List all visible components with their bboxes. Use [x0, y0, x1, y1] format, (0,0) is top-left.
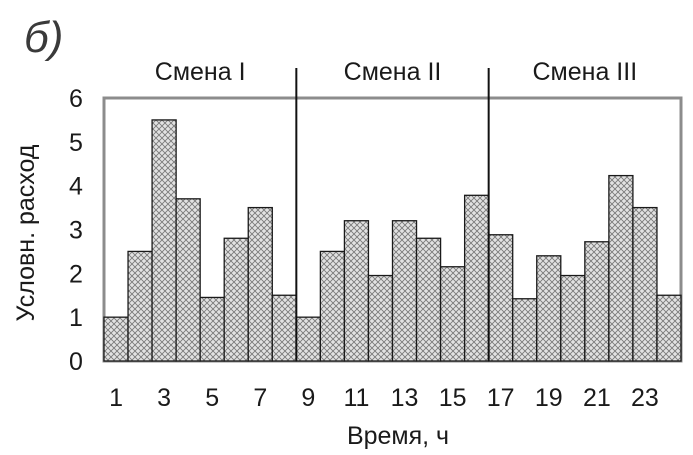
shift-dividers — [295, 68, 490, 361]
bar-hour-22 — [608, 174, 634, 362]
x-axis-title: Время, ч — [347, 422, 449, 450]
shift-label-1: Смена I — [155, 58, 246, 86]
shift-label-2: Смена II — [344, 58, 442, 86]
y-tick-3: 3 — [69, 217, 83, 245]
bar-hour-11 — [343, 220, 370, 362]
x-tick-23: 23 — [631, 384, 659, 412]
bar-hour-3 — [151, 119, 177, 362]
bar-hour-14 — [415, 237, 442, 362]
bar-hour-21 — [584, 241, 610, 362]
x-tick-11: 11 — [343, 384, 369, 412]
bar-hour-17 — [488, 234, 514, 362]
bar-hour-15 — [439, 266, 466, 362]
bar-hour-7 — [247, 206, 273, 362]
bar-hour-19 — [536, 255, 562, 362]
x-tick-19: 19 — [535, 384, 563, 412]
y-tick-6: 6 — [69, 85, 83, 113]
bar-hour-5 — [199, 296, 225, 362]
bar-hour-2 — [127, 250, 153, 362]
bar-hour-23 — [632, 206, 658, 362]
x-tick-17: 17 — [487, 384, 515, 412]
y-axis-title: Условн. расход — [12, 144, 40, 321]
y-tick-1: 1 — [69, 304, 83, 332]
bar-hour-4 — [175, 198, 201, 362]
panel-label: б) — [24, 13, 63, 62]
y-tick-5: 5 — [69, 129, 83, 157]
bar-hour-18 — [512, 298, 538, 362]
x-tick-3: 3 — [157, 384, 171, 412]
x-tick-9: 9 — [301, 384, 315, 412]
bars-group — [103, 119, 682, 362]
x-tick-labels: 1 3 5 7 9 11 13 15 17 19 21 23 — [109, 384, 659, 412]
bar-hour-8 — [271, 294, 297, 362]
bar-hour-24 — [656, 294, 682, 362]
bar-hour-6 — [223, 237, 249, 362]
y-tick-2: 2 — [69, 260, 83, 288]
bar-hour-1 — [103, 316, 129, 362]
shift-labels: Смена I Смена II Смена III — [155, 58, 637, 86]
bar-hour-13 — [391, 220, 418, 362]
y-tick-0: 0 — [69, 348, 83, 376]
bar-hour-16 — [463, 194, 490, 362]
y-tick-4: 4 — [69, 173, 83, 201]
x-tick-5: 5 — [205, 384, 219, 412]
x-tick-15: 15 — [439, 384, 467, 412]
bar-hour-10 — [319, 250, 346, 362]
y-tick-labels: 0 1 2 3 4 5 6 — [69, 85, 83, 376]
shift-label-3: Смена III — [533, 58, 638, 86]
x-tick-7: 7 — [253, 384, 267, 412]
x-tick-21: 21 — [583, 384, 611, 412]
x-tick-13: 13 — [391, 384, 419, 412]
bar-hour-12 — [367, 274, 394, 362]
bar-hour-20 — [560, 274, 586, 362]
bar-hour-9 — [295, 316, 322, 362]
x-tick-1: 1 — [109, 384, 123, 412]
